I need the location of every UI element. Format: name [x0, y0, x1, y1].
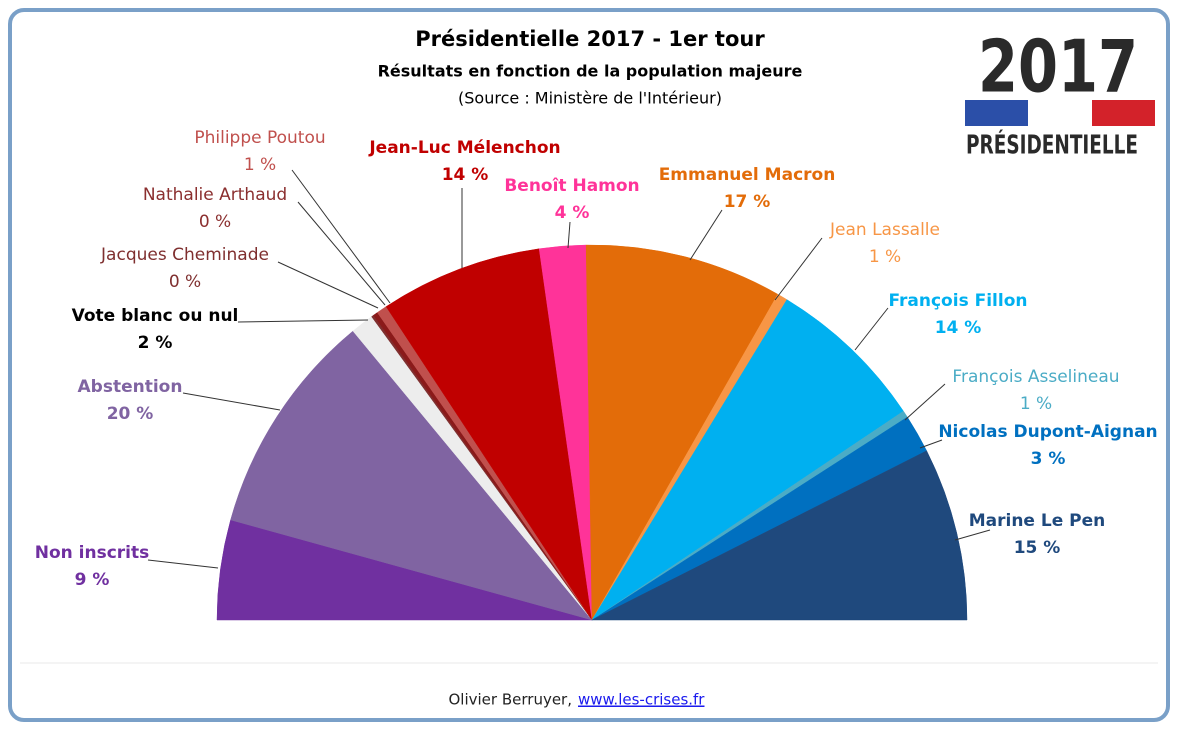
value-label: 2 %: [138, 333, 173, 353]
slice-label: Jean Lassalle: [829, 220, 940, 240]
chart-title: Présidentielle 2017 - 1er tour: [415, 27, 765, 51]
value-label: 0 %: [199, 212, 231, 232]
footer-author: Olivier Berruyer,: [449, 691, 573, 709]
slice-label: Jean-Luc Mélenchon: [368, 138, 560, 158]
slice-label: Philippe Poutou: [194, 128, 325, 148]
value-label: 1 %: [1020, 394, 1052, 414]
slice: [591, 299, 904, 621]
slice: [591, 450, 968, 621]
slice-label: Non inscrits: [35, 543, 150, 563]
value-label: 4 %: [555, 203, 590, 223]
logo-blue: [965, 100, 1028, 126]
slice-label: Marine Le Pen: [969, 511, 1106, 531]
leader-line: [774, 237, 823, 301]
slice-label: Nathalie Arthaud: [143, 185, 287, 205]
logo-year: 2017: [978, 25, 1138, 109]
leader-line: [567, 221, 571, 249]
leader-line: [147, 559, 219, 569]
slice-label: Nicolas Dupont-Aignan: [938, 422, 1157, 442]
leader-line: [904, 383, 946, 421]
slice: [230, 330, 593, 621]
leader-line: [919, 439, 943, 449]
value-label: 9 %: [75, 570, 110, 590]
leader-line: [854, 307, 889, 351]
slice-label: Jacques Cheminade: [100, 245, 269, 265]
slice-label: Benoît Hamon: [504, 176, 639, 196]
leader-line: [689, 209, 723, 261]
value-label: 3 %: [1031, 449, 1066, 469]
chart-subtitle: Résultats en fonction de la population m…: [378, 62, 803, 81]
leader-line: [237, 319, 369, 323]
value-label: 0 %: [169, 272, 201, 292]
leader-line: [182, 392, 281, 411]
value-label: 1 %: [244, 155, 276, 175]
logo: 2017 PRÉSIDENTIELLE: [965, 25, 1155, 161]
value-label: 14 %: [442, 165, 489, 185]
logo-label: PRÉSIDENTIELLE: [966, 129, 1138, 161]
value-label: 15 %: [1014, 538, 1061, 558]
value-label: 1 %: [869, 247, 901, 267]
slice-label: François Asselineau: [952, 367, 1119, 387]
value-label: 20 %: [107, 404, 154, 424]
plot: Non inscrits 9 % Abstention 20 % Vote blanc …: [35, 128, 1158, 621]
slice: [585, 244, 779, 621]
leader-line: [291, 169, 391, 304]
slice: [385, 248, 593, 621]
footer-link[interactable]: www.les-crises.fr: [578, 691, 705, 709]
leader-line: [954, 529, 991, 541]
value-label: 17 %: [724, 192, 771, 212]
logo-red: [1092, 100, 1155, 126]
value-label: 14 %: [935, 318, 982, 338]
slice-label: François Fillon: [889, 291, 1028, 311]
chart-source: (Source : Ministère de l'Intérieur): [458, 89, 722, 108]
slice-label: Emmanuel Macron: [659, 165, 836, 185]
leader-line: [297, 201, 386, 306]
leader-line: [277, 261, 379, 309]
slice-label: Vote blanc ou nul: [72, 306, 239, 326]
slice-label: Abstention: [78, 377, 183, 397]
